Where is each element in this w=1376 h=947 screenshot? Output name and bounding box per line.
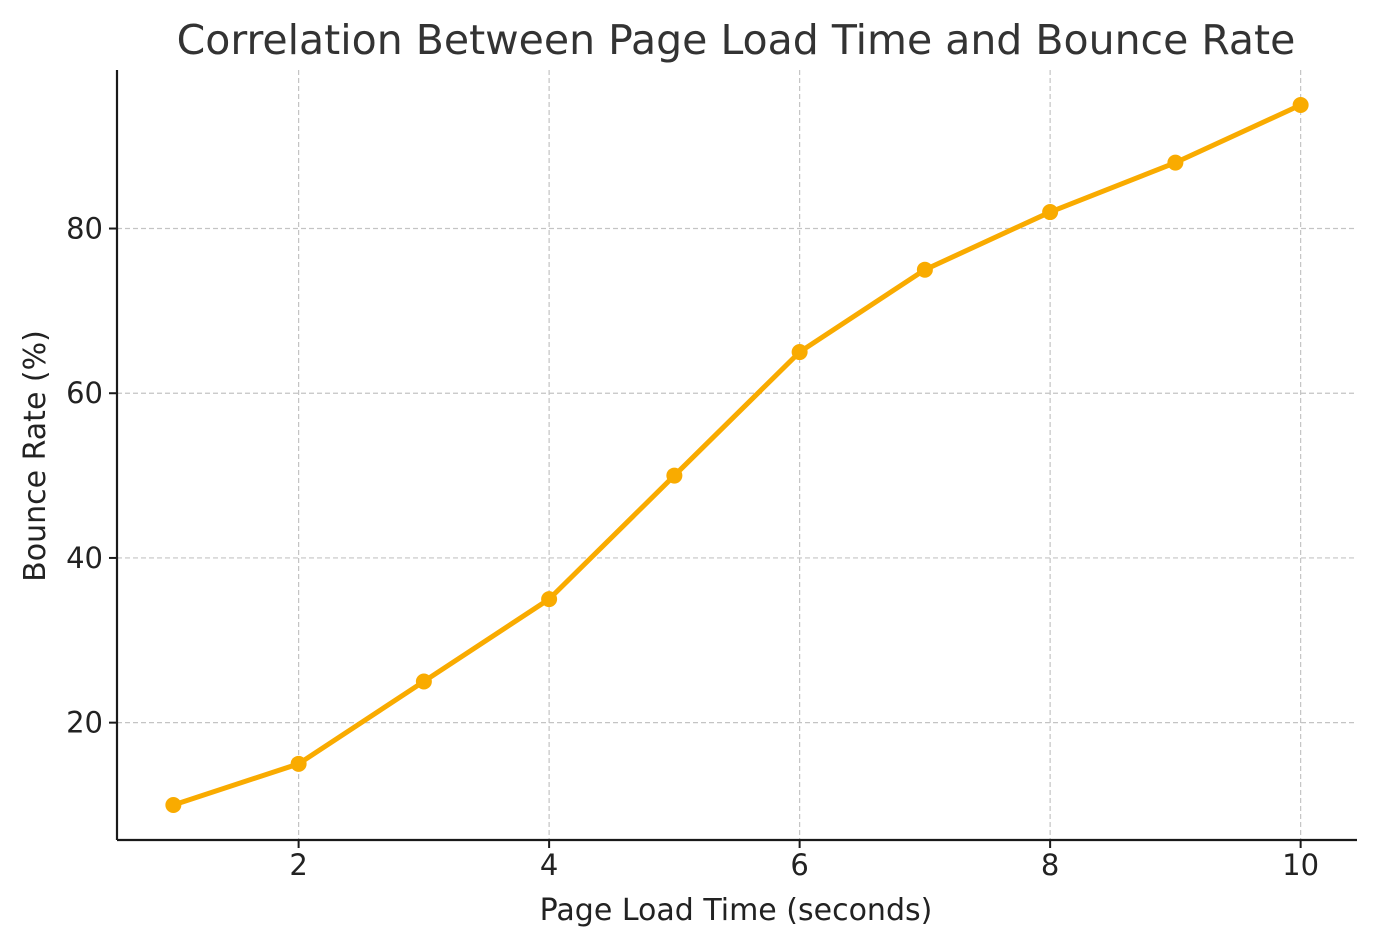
x-tick-label: 6 [790, 848, 808, 882]
y-tick-label: 60 [66, 376, 103, 410]
ticks: 2 4 6 8 10 20 40 60 80 [66, 212, 1319, 882]
y-tick-label: 20 [66, 706, 103, 740]
data-point [1167, 154, 1184, 171]
x-tick-label: 10 [1282, 848, 1319, 882]
data-point [1042, 204, 1059, 221]
y-tick-label: 80 [66, 212, 103, 246]
series [165, 97, 1309, 813]
data-point [415, 673, 432, 690]
data-point [541, 591, 558, 608]
y-tick-label: 40 [66, 541, 103, 575]
y-axis-label: Bounce Rate (%) [18, 330, 53, 582]
x-tick-label: 4 [540, 848, 558, 882]
grid [117, 70, 1357, 840]
axes [115, 70, 1357, 842]
data-point [791, 344, 808, 361]
x-tick-label: 8 [1041, 848, 1059, 882]
data-point [165, 797, 182, 813]
data-point [1292, 97, 1309, 113]
x-axis-label: Page Load Time (seconds) [540, 893, 933, 928]
chart-title: Correlation Between Page Load Time and B… [177, 16, 1296, 64]
x-tick-label: 2 [289, 848, 307, 882]
series-line [170, 102, 1304, 808]
data-point [666, 467, 683, 484]
data-point [916, 261, 933, 278]
data-point [290, 755, 307, 772]
